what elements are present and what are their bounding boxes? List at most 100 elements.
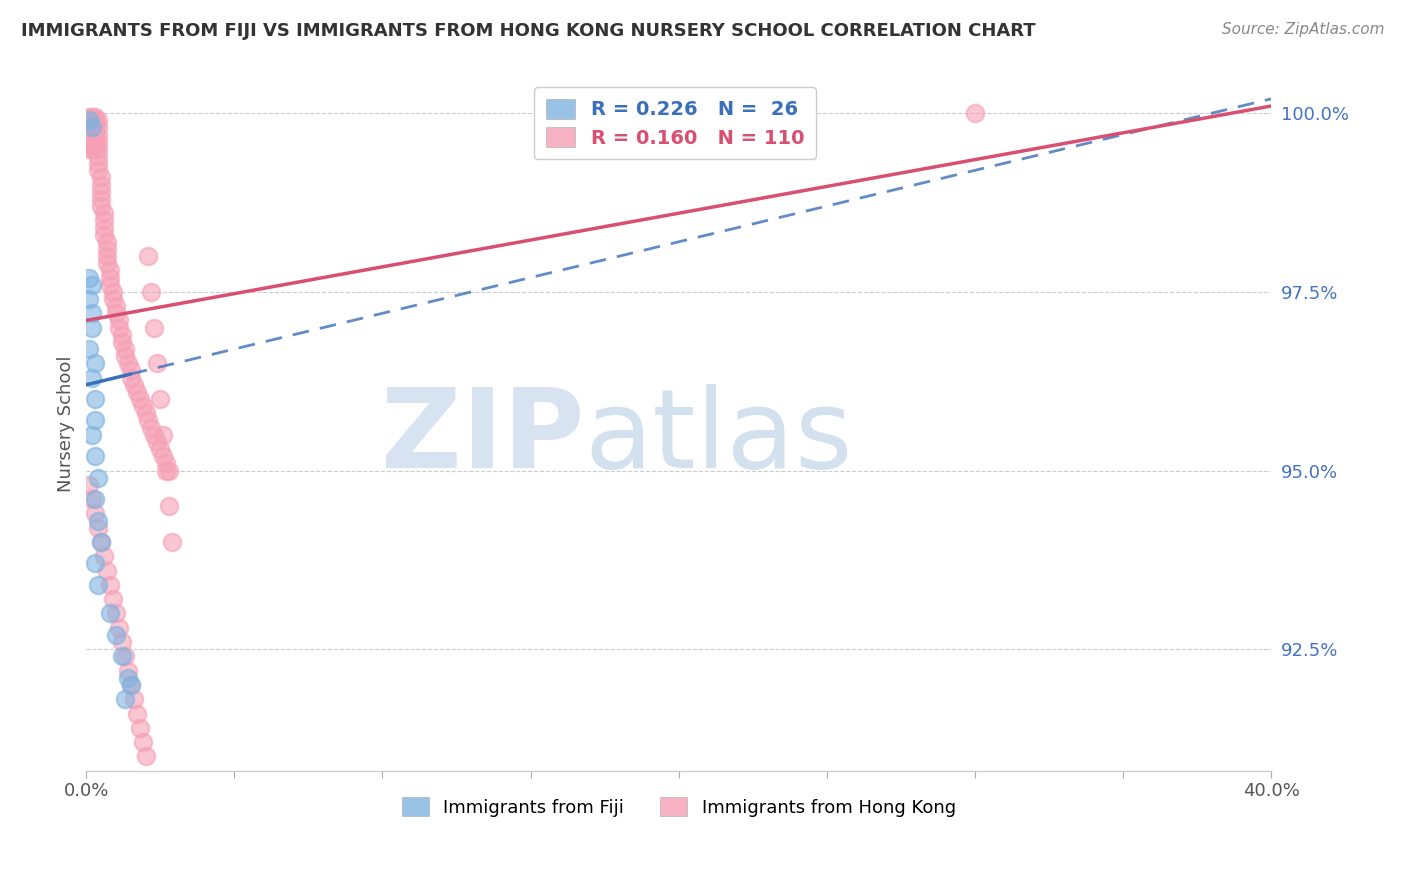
Point — [149, 442, 172, 456]
Point — [87, 471, 110, 485]
Point — [93, 213, 115, 227]
Point — [77, 292, 100, 306]
Point — [108, 320, 131, 334]
Legend: Immigrants from Fiji, Immigrants from Hong Kong: Immigrants from Fiji, Immigrants from Ho… — [395, 790, 963, 824]
Point — [104, 299, 127, 313]
Point — [77, 110, 100, 124]
Point — [101, 592, 124, 607]
Point — [114, 649, 136, 664]
Point — [82, 320, 104, 334]
Point — [77, 124, 100, 138]
Point — [120, 370, 142, 384]
Point — [128, 392, 150, 406]
Point — [122, 377, 145, 392]
Point — [77, 142, 100, 156]
Point — [96, 242, 118, 256]
Point — [114, 349, 136, 363]
Text: atlas: atlas — [583, 384, 852, 491]
Point — [84, 356, 107, 370]
Point — [131, 399, 153, 413]
Point — [87, 156, 110, 170]
Point — [128, 721, 150, 735]
Point — [90, 535, 112, 549]
Point — [87, 521, 110, 535]
Point — [82, 120, 104, 135]
Point — [111, 649, 134, 664]
Point — [90, 199, 112, 213]
Point — [98, 263, 121, 277]
Point — [131, 735, 153, 749]
Point — [90, 192, 112, 206]
Point — [135, 749, 157, 764]
Point — [77, 135, 100, 149]
Point — [104, 607, 127, 621]
Point — [963, 106, 986, 120]
Point — [82, 131, 104, 145]
Point — [90, 170, 112, 185]
Point — [84, 413, 107, 427]
Point — [77, 478, 100, 492]
Point — [93, 220, 115, 235]
Point — [117, 664, 139, 678]
Point — [96, 564, 118, 578]
Point — [77, 120, 100, 135]
Point — [141, 420, 163, 434]
Point — [98, 578, 121, 592]
Point — [90, 178, 112, 192]
Point — [82, 128, 104, 142]
Point — [93, 206, 115, 220]
Point — [87, 142, 110, 156]
Point — [84, 131, 107, 145]
Point — [87, 149, 110, 163]
Point — [98, 270, 121, 285]
Point — [77, 270, 100, 285]
Point — [143, 320, 166, 334]
Point — [84, 449, 107, 463]
Point — [84, 113, 107, 128]
Point — [77, 131, 100, 145]
Point — [114, 342, 136, 356]
Point — [120, 363, 142, 377]
Point — [82, 370, 104, 384]
Point — [143, 427, 166, 442]
Point — [108, 313, 131, 327]
Point — [141, 285, 163, 299]
Point — [111, 327, 134, 342]
Point — [82, 135, 104, 149]
Point — [152, 427, 174, 442]
Point — [101, 285, 124, 299]
Point — [114, 692, 136, 706]
Point — [146, 356, 169, 370]
Point — [84, 135, 107, 149]
Point — [84, 117, 107, 131]
Point — [84, 138, 107, 153]
Point — [96, 249, 118, 263]
Point — [108, 621, 131, 635]
Point — [101, 292, 124, 306]
Point — [87, 120, 110, 135]
Point — [117, 356, 139, 370]
Point — [111, 635, 134, 649]
Point — [87, 113, 110, 128]
Text: Source: ZipAtlas.com: Source: ZipAtlas.com — [1222, 22, 1385, 37]
Point — [82, 306, 104, 320]
Point — [84, 142, 107, 156]
Point — [82, 124, 104, 138]
Point — [149, 392, 172, 406]
Text: IMMIGRANTS FROM FIJI VS IMMIGRANTS FROM HONG KONG NURSERY SCHOOL CORRELATION CHA: IMMIGRANTS FROM FIJI VS IMMIGRANTS FROM … — [21, 22, 1036, 40]
Point — [84, 492, 107, 507]
Point — [87, 514, 110, 528]
Point — [82, 138, 104, 153]
Point — [96, 256, 118, 270]
Point — [157, 463, 180, 477]
Point — [84, 507, 107, 521]
Point — [84, 392, 107, 406]
Point — [122, 692, 145, 706]
Point — [138, 249, 160, 263]
Point — [77, 138, 100, 153]
Point — [82, 110, 104, 124]
Point — [82, 113, 104, 128]
Point — [77, 117, 100, 131]
Point — [135, 406, 157, 420]
Point — [125, 384, 148, 399]
